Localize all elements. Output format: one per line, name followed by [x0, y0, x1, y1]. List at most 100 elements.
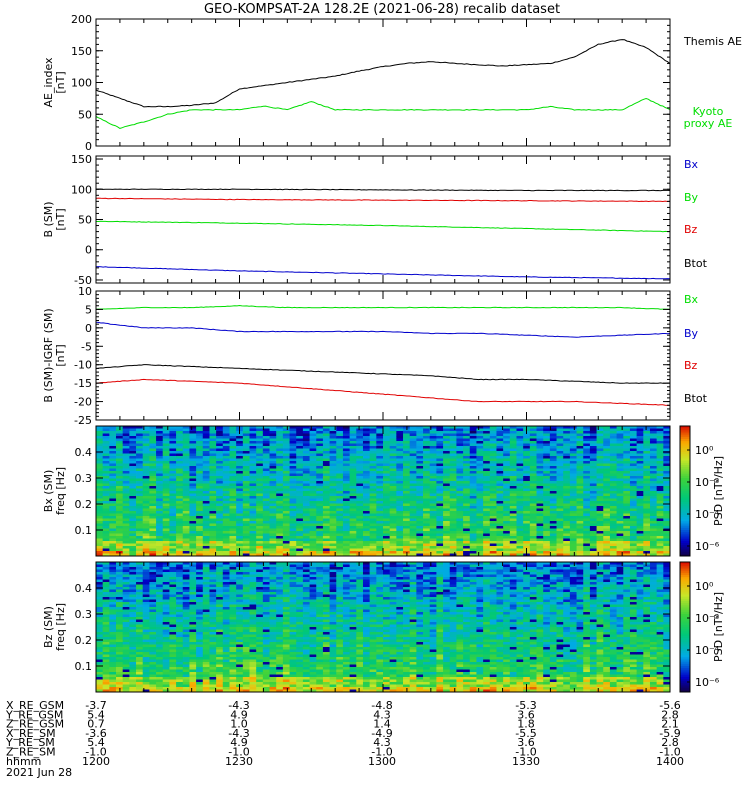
y-tick-label: 0.1 — [75, 524, 93, 537]
panel-4: Bx (SM) freq [Hz] 10⁰ 10⁻² 10⁻⁴ 10⁻⁶ PSD [nT²/… — [42, 425, 725, 557]
colorbar: 10⁰ 10⁻² 10⁻⁴ 10⁻⁶ PSD [nT²/Hz] — [679, 425, 725, 557]
legend-label: Bz — [684, 223, 698, 236]
y-tick-label: 0 — [85, 322, 92, 335]
ephemeris-label: X_RE_GSM — [6, 699, 64, 712]
y-tick-label: -25 — [74, 414, 92, 427]
plot-frame — [95, 18, 671, 147]
legend-label: Btot — [684, 257, 708, 270]
series-line-by — [95, 321, 671, 338]
ephemeris-value: 4.9 — [230, 708, 248, 721]
ephemeris-label: Z_RE_SM — [6, 746, 56, 759]
colorbar-frame — [679, 425, 691, 557]
y-axis-label: B (SM)-IGRF (SM) — [42, 308, 55, 402]
y-tick-label: 0.3 — [75, 472, 93, 485]
y-axis-label: [nT] — [54, 344, 67, 366]
ephemeris-value: -3.7 — [85, 699, 106, 712]
ephemeris-value: 1.4 — [373, 718, 391, 731]
y-tick-label: 50 — [78, 108, 92, 121]
y-tick-label: -5 — [81, 340, 92, 353]
ephemeris-value: -4.3 — [228, 727, 249, 740]
y-tick-label: -10 — [74, 359, 92, 372]
ephemeris-value: 1.8 — [517, 718, 535, 731]
series-line-bz — [95, 378, 670, 406]
ephemeris-value: 1230 — [225, 755, 253, 768]
y-tick-label: 0.2 — [75, 634, 93, 647]
series-line-bx — [95, 304, 671, 310]
ephemeris-value: 3.6 — [517, 736, 535, 749]
ephemeris-value: 2.8 — [661, 708, 679, 721]
ephemeris-value: -5.5 — [515, 727, 536, 740]
y-tick-label: 0.1 — [75, 660, 93, 673]
y-tick-label: 0.4 — [75, 582, 93, 595]
y-tick-label: 0 — [85, 244, 92, 257]
series-line-btot — [95, 188, 671, 192]
y-axis-label: [nT] — [54, 71, 67, 93]
panel-3: B (SM)-IGRF (SM) [nT] Bx By Bz Btot -25 -20 -15 -… — [42, 285, 708, 427]
series-line-btot — [95, 364, 671, 384]
ephemeris-value: 0.7 — [87, 718, 105, 731]
colorbar: 10⁰ 10⁻² 10⁻⁴ 10⁻⁶ PSD [nT²/Hz] — [679, 561, 725, 693]
ephemeris-value: 5.4 — [87, 736, 105, 749]
ephemeris-label: Y_RE_SM — [5, 736, 55, 749]
colorbar-tick-label: 10⁻⁶ — [695, 540, 720, 553]
ephemeris-label: X_RE_SM — [6, 727, 56, 740]
y-tick-label: 0.2 — [75, 498, 93, 511]
ephemeris-value: -1.0 — [228, 746, 249, 759]
colorbar-tick-label: 10⁰ — [695, 444, 714, 457]
colorbar-tick-label: 10⁻² — [695, 476, 719, 489]
y-axis-label: AE_index — [42, 57, 55, 108]
ephemeris-value: -1.0 — [515, 746, 536, 759]
y-tick-label: -20 — [74, 396, 92, 409]
legend-label: proxy AE — [684, 117, 733, 130]
ephemeris-value: 4.3 — [373, 708, 391, 721]
legend-label: Kyoto — [693, 105, 724, 118]
plot-frame — [95, 290, 671, 421]
ephemeris-value: 3.6 — [517, 708, 535, 721]
ephemeris-value: 4.9 — [230, 736, 248, 749]
legend-label: By — [684, 191, 699, 204]
y-tick-label: 100 — [71, 183, 92, 196]
ephemeris-value: -1.0 — [85, 746, 106, 759]
y-tick-label: 150 — [71, 153, 92, 166]
legend-label: Bx — [684, 293, 699, 306]
ephemeris-value: 4.3 — [373, 736, 391, 749]
ephemeris-value: -5.9 — [659, 727, 680, 740]
series-line-themis-ae — [95, 39, 671, 108]
y-tick-label: 100 — [71, 77, 92, 90]
ephemeris-label: Y_RE_GSM — [5, 708, 63, 721]
y-tick-label: 200 — [71, 13, 92, 26]
y-axis-label: freq [Hz] — [54, 467, 67, 515]
y-axis-label: Bz (SM) — [42, 606, 55, 648]
y-tick-label: 0.4 — [75, 446, 93, 459]
ephemeris-value: 1400 — [656, 755, 684, 768]
colorbar-tick-label: 10⁻⁶ — [695, 676, 720, 689]
colorbar-label: PSD [nT²/Hz] — [712, 592, 725, 662]
series-line-kyoto-proxy-ae — [95, 97, 671, 129]
ephemeris-value: 2.1 — [661, 718, 679, 731]
y-tick-label: 0.3 — [75, 608, 93, 621]
y-tick-label: 50 — [78, 214, 92, 227]
ephemeris-value: -1.0 — [371, 746, 392, 759]
ephemeris-value: 1200 — [82, 755, 110, 768]
y-axis-label: freq [Hz] — [54, 603, 67, 651]
y-tick-label: -15 — [74, 377, 92, 390]
colorbar-frame — [679, 561, 691, 693]
colorbar-tick-label: 10⁰ — [695, 580, 714, 593]
ephemeris-value: -5.3 — [515, 699, 536, 712]
ephemeris-value: 5.4 — [87, 708, 105, 721]
ephemeris-date: 2021 Jun 28 — [6, 766, 72, 779]
ephemeris-value: -3.6 — [85, 727, 106, 740]
series-line-bx — [95, 266, 671, 280]
series-line-bz — [95, 197, 671, 203]
plot-frame — [95, 155, 671, 284]
colorbar-tick-label: 10⁻⁴ — [695, 508, 720, 521]
ephemeris-value: 2.8 — [661, 736, 679, 749]
y-axis-label: [nT] — [54, 208, 67, 230]
spectrogram — [96, 562, 671, 693]
y-tick-label: 150 — [71, 45, 92, 58]
ephemeris-value: -4.8 — [371, 699, 392, 712]
ephemeris-label: Z_RE_GSM — [6, 718, 64, 731]
